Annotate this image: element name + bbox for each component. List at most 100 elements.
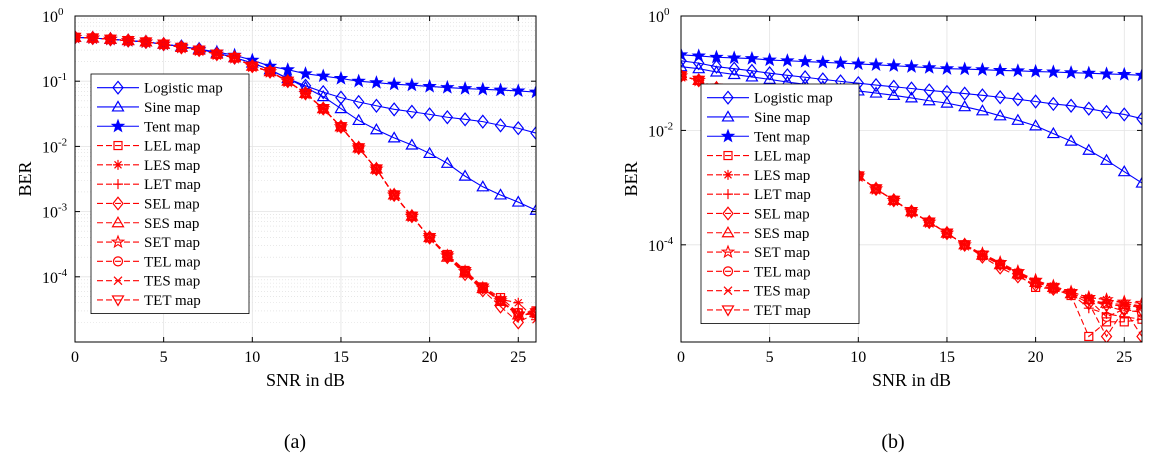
x-tick-label: 10 [850, 349, 866, 366]
data-point [1082, 295, 1096, 307]
data-point [228, 53, 242, 65]
axes-box [680, 15, 1143, 343]
data-point [681, 69, 688, 81]
data-point [423, 146, 437, 159]
data-point [476, 283, 490, 295]
legend-item: SES map [97, 216, 199, 232]
legend-marker [113, 140, 123, 151]
x-tick-label: 15 [333, 349, 349, 366]
data-point [907, 207, 916, 217]
data-point [681, 71, 688, 83]
data-point [888, 79, 900, 94]
legend-item: TEL map [97, 254, 201, 270]
legend-marker [113, 276, 123, 286]
legend-marker [112, 80, 124, 95]
legend-marker [110, 234, 126, 249]
legend-marker [723, 189, 733, 200]
data-point [922, 217, 936, 229]
data-point [157, 39, 171, 51]
data-point [317, 84, 329, 100]
data-point [493, 82, 508, 97]
legend-marker [111, 295, 125, 307]
legend-item: Tent map [97, 118, 200, 135]
y-tick-label: 100 [648, 6, 670, 26]
legend-label: Tent map [144, 119, 200, 135]
legend-marker [111, 216, 125, 228]
data-point [352, 94, 365, 110]
legend-marker [721, 305, 735, 317]
legend-item: TET map [707, 303, 811, 319]
data-point [511, 311, 525, 323]
data-point [1011, 269, 1025, 281]
data-point [103, 34, 118, 46]
legend-box [700, 83, 860, 325]
data-point [192, 45, 206, 57]
data-point [493, 296, 508, 308]
x-axis-label: SNR in dB [872, 370, 951, 390]
y-axis-label: BER [621, 161, 641, 196]
data-point [123, 36, 133, 45]
data-point [494, 118, 507, 133]
data-point [1011, 113, 1025, 125]
data-point [280, 62, 295, 76]
data-point [692, 61, 706, 74]
data-point [141, 37, 151, 47]
data-point [1119, 301, 1129, 311]
data-point [1101, 294, 1112, 305]
data-point [727, 67, 741, 80]
legend-marker [113, 179, 123, 190]
legend-item: Sine map [707, 110, 810, 126]
data-point [691, 48, 706, 63]
data-point [512, 121, 525, 136]
legend-label: SET map [144, 235, 200, 251]
data-point [210, 49, 224, 61]
data-point [977, 249, 988, 260]
y-tick-label: 10-2 [648, 120, 673, 140]
legend-item: Tent map [707, 128, 810, 145]
legend-item: SEL map [97, 196, 200, 212]
data-point [511, 195, 525, 207]
legend-item: Logistic map [97, 80, 223, 97]
data-point [975, 104, 989, 116]
data-point [388, 102, 400, 117]
data-point [922, 60, 937, 74]
series-line-0 [681, 60, 1142, 120]
data-point [369, 123, 383, 135]
data-point [370, 98, 383, 113]
legend-label: Logistic map [144, 81, 223, 97]
legend-marker [720, 128, 736, 143]
data-point [75, 30, 82, 42]
y-tick-label: 10-2 [42, 136, 67, 156]
legend-marker [720, 244, 736, 259]
data-point [1134, 67, 1142, 82]
data-point [744, 51, 760, 65]
legend-marker [112, 256, 124, 267]
data-point [1136, 329, 1142, 342]
data-point [477, 114, 489, 129]
data-point [369, 75, 384, 89]
data-point [531, 309, 536, 319]
data-point [995, 259, 1006, 270]
data-point [316, 103, 330, 116]
data-point [799, 70, 811, 85]
data-point [475, 81, 491, 96]
data-point [245, 61, 259, 73]
legend-item: SET map [707, 244, 810, 261]
data-point [230, 53, 240, 63]
legend-label: TES map [144, 274, 200, 290]
panel-caption: (b) [881, 431, 904, 453]
data-point [1084, 331, 1094, 342]
data-point [88, 33, 98, 43]
x-tick-label: 0 [71, 349, 79, 366]
data-point [709, 65, 724, 77]
legend-marker [112, 196, 124, 211]
data-point [406, 104, 418, 119]
x-tick-label: 20 [422, 349, 438, 366]
data-point [512, 315, 525, 330]
x-tick-label: 10 [244, 349, 260, 366]
legend-label: TET map [144, 293, 201, 309]
y-tick-exponent: 0 [58, 6, 64, 18]
data-point [176, 42, 186, 52]
legend-marker [110, 118, 126, 133]
data-point [1047, 96, 1060, 112]
